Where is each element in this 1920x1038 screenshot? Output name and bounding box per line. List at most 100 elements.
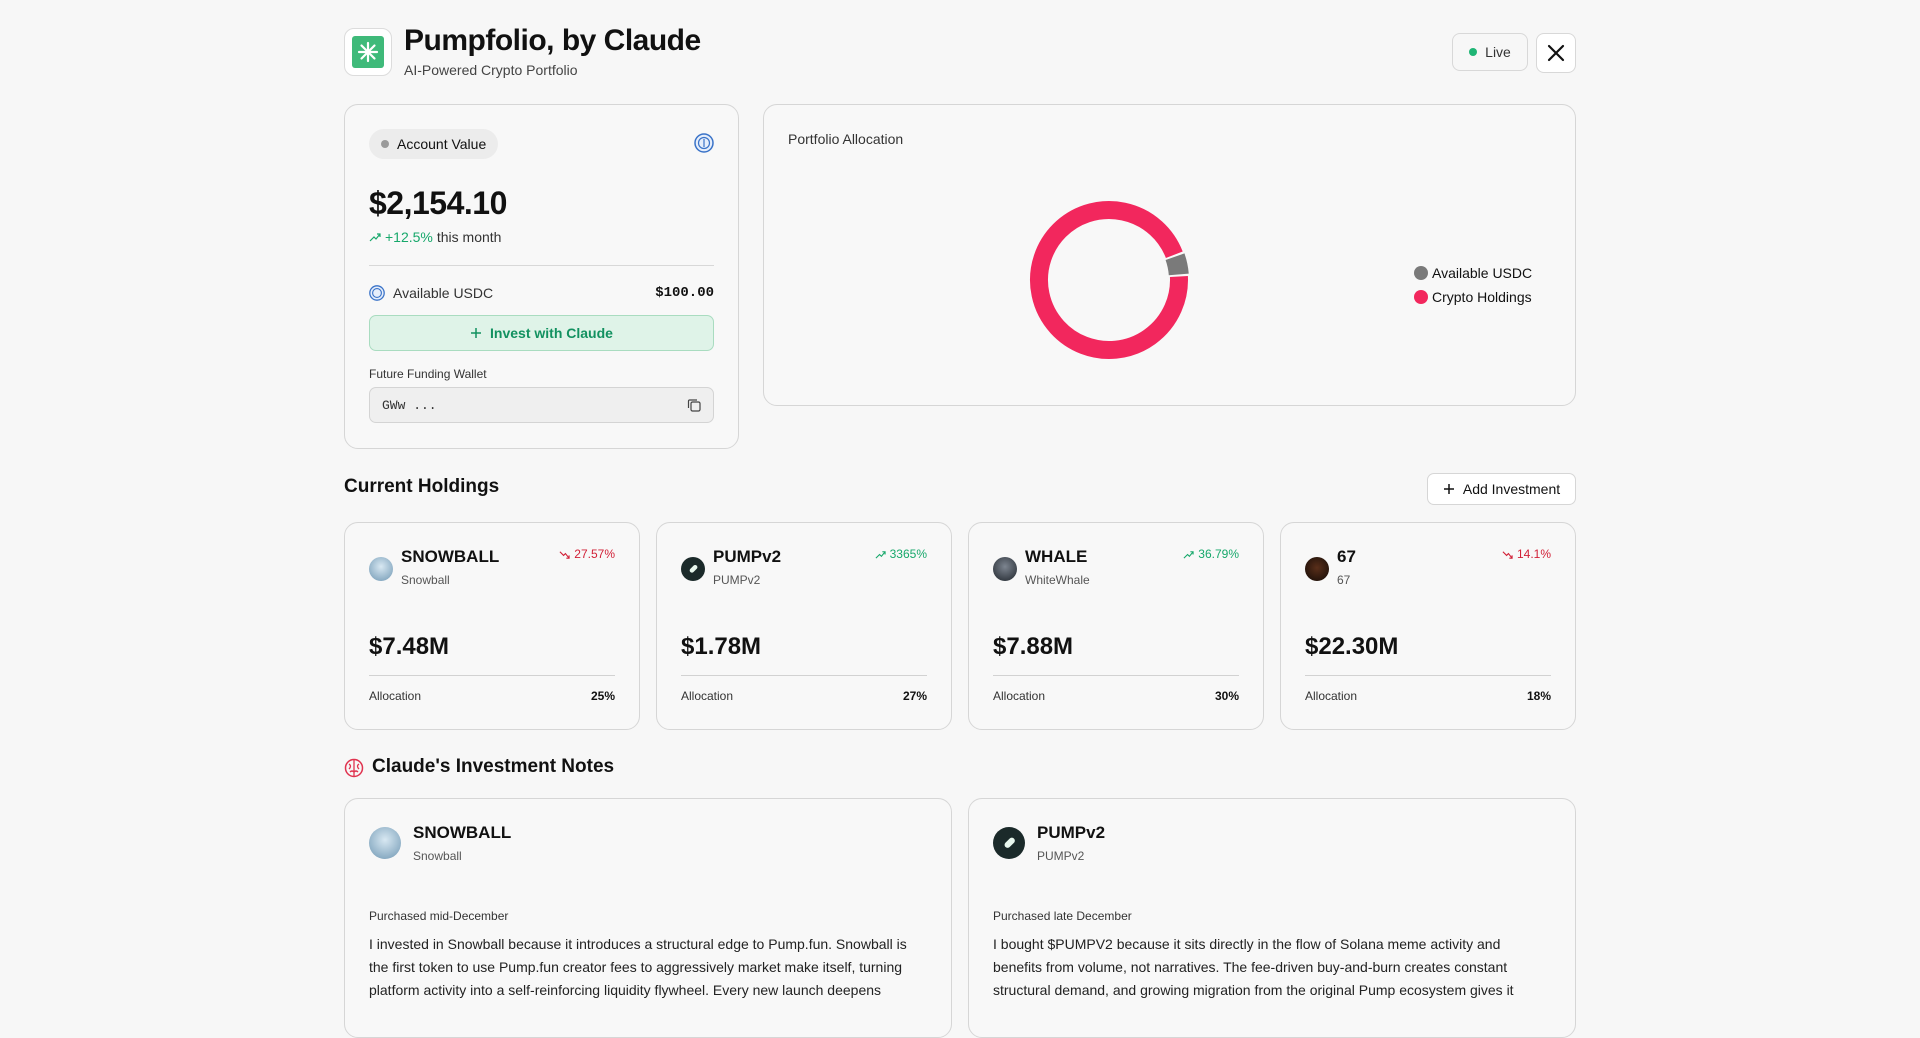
note-purchase-date: Purchased late December [993,909,1132,923]
allocation-label: Allocation [369,689,422,703]
allocation-label: Allocation [993,689,1046,703]
allocation-value: 30% [1214,689,1239,703]
x-social-button[interactable] [1536,33,1576,73]
wallet-address-field[interactable]: GWw ... [369,387,714,423]
account-value-label: Account Value [397,136,487,152]
holding-symbol: 67 [1337,547,1356,566]
allocation-value: 18% [1526,689,1551,703]
notes-title: Claude's Investment Notes [372,756,615,777]
holding-symbol: WHALE [1025,547,1088,566]
note-card-snowball: SNOWBALL Snowball Purchased mid-December… [344,798,952,1038]
account-change-period: this month [436,229,502,245]
note-body: I invested in Snowball because it introd… [369,936,907,998]
legend-label: Crypto Holdings [1432,289,1532,305]
divider [1305,675,1551,676]
usdc-icon [369,285,385,301]
chart-title: Portfolio Allocation [788,131,904,147]
divider [993,675,1239,676]
account-change-percent: +12.5% [385,229,433,245]
legend-item-crypto: Crypto Holdings [1414,285,1532,309]
note-card-pumpv2: PUMPv2 PUMPv2 Purchased late December I … [968,798,1576,1038]
holding-change-value: 27.57% [574,547,615,561]
x-logo-icon [1547,44,1565,62]
add-investment-button[interactable]: Add Investment [1427,473,1576,505]
holding-change: 36.79% [1183,547,1239,561]
app-header: Pumpfolio, by Claude AI-Powered Crypto P… [344,24,1576,78]
legend-label: Available USDC [1432,265,1533,281]
brain-icon [344,758,364,778]
account-value-amount: $2,154.10 [369,185,507,221]
holdings-title: Current Holdings [344,476,500,497]
donut-slice-available-usdc [1165,253,1189,276]
holding-value: $7.48M [369,633,450,660]
allocation-label: Allocation [681,689,734,703]
legend-swatch [1414,266,1428,280]
available-usdc-label: Available USDC [393,285,494,301]
status-dot-icon [381,140,389,148]
account-value-badge: Account Value [369,129,499,159]
holding-name: 67 [1337,573,1351,587]
trend-down-icon [1502,550,1513,559]
trend-down-icon [559,550,570,559]
holding-change: 14.1% [1502,547,1551,561]
live-dot-icon [1469,48,1478,56]
divider [369,675,615,676]
holding-change-value: 36.79% [1198,547,1239,561]
allocation-value: 25% [590,689,615,703]
live-status-button[interactable]: Live [1452,33,1528,71]
usdc-icon [694,133,714,153]
live-label: Live [1485,44,1511,60]
trend-up-icon [1183,550,1194,559]
holding-card-snowball[interactable]: SNOWBALL Snowball 27.57% $7.48M Allocati… [344,522,640,730]
wallet-address-value: GWw ... [382,397,437,413]
divider [369,265,714,266]
donut-slice-crypto-holdings [1030,201,1188,359]
legend-item-usdc: Available USDC [1414,261,1532,285]
holding-name: Snowball [401,573,450,587]
wallet-label: Future Funding Wallet [369,367,487,381]
holding-value: $22.30M [1305,633,1399,660]
add-investment-label: Add Investment [1462,481,1561,497]
app-subtitle: AI-Powered Crypto Portfolio [404,62,578,78]
holding-change-value: 3365% [889,547,927,561]
claude-burst-icon [352,36,384,68]
note-body: I bought $PUMPV2 because it sits directl… [993,936,1514,998]
invest-label: Invest with Claude [490,325,613,341]
pill-token-icon [993,827,1025,859]
chart-legend: Available USDC Crypto Holdings [1414,261,1532,309]
trend-up-icon [369,233,381,242]
holding-name: WhiteWhale [1025,573,1090,587]
legend-swatch [1414,290,1428,304]
token-icon [369,827,401,859]
portfolio-allocation-card: Portfolio Allocation Available USDC Cryp… [763,104,1576,406]
allocation-label: Allocation [1305,689,1358,703]
account-change: +12.5% this month [369,229,501,245]
note-name: Snowball [413,849,462,863]
invest-with-claude-button[interactable]: Invest with Claude [369,315,714,351]
pill-token-icon [681,557,705,581]
note-symbol: SNOWBALL [413,823,512,842]
holding-card-67[interactable]: 67 67 14.1% $22.30M Allocation 18% [1280,522,1576,730]
holding-change: 27.57% [559,547,615,561]
available-usdc-value: $100.00 [655,285,714,301]
token-icon [369,557,393,581]
divider [681,675,927,676]
holding-card-whale[interactable]: WHALE WhiteWhale 36.79% $7.88M Allocatio… [968,522,1264,730]
holding-value: $7.88M [993,633,1074,660]
note-name: PUMPv2 [1037,849,1085,863]
holding-name: PUMPv2 [713,573,761,587]
allocation-value: 27% [902,689,927,703]
note-purchase-date: Purchased mid-December [369,909,509,923]
copy-icon[interactable] [687,398,701,412]
trend-up-icon [875,550,886,559]
holding-value: $1.78M [681,633,762,660]
account-value-card: Account Value $2,154.10 +12.5% this mont… [344,104,739,449]
holding-card-pumpv2[interactable]: PUMPv2 PUMPv2 3365% $1.78M Allocation 27… [656,522,952,730]
holding-change: 3365% [875,547,927,561]
holding-change-value: 14.1% [1516,547,1551,561]
plus-icon [1443,484,1454,494]
app-logo [344,28,392,76]
token-icon [993,557,1017,581]
note-symbol: PUMPv2 [1037,823,1106,842]
holding-symbol: SNOWBALL [401,547,500,566]
